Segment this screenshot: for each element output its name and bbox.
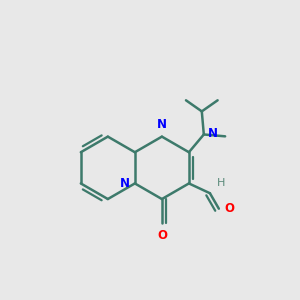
Text: N: N (157, 118, 167, 131)
Text: N: N (207, 128, 218, 140)
Text: N: N (119, 177, 130, 190)
Text: O: O (224, 202, 234, 215)
Text: H: H (217, 178, 225, 188)
Text: O: O (157, 229, 167, 242)
